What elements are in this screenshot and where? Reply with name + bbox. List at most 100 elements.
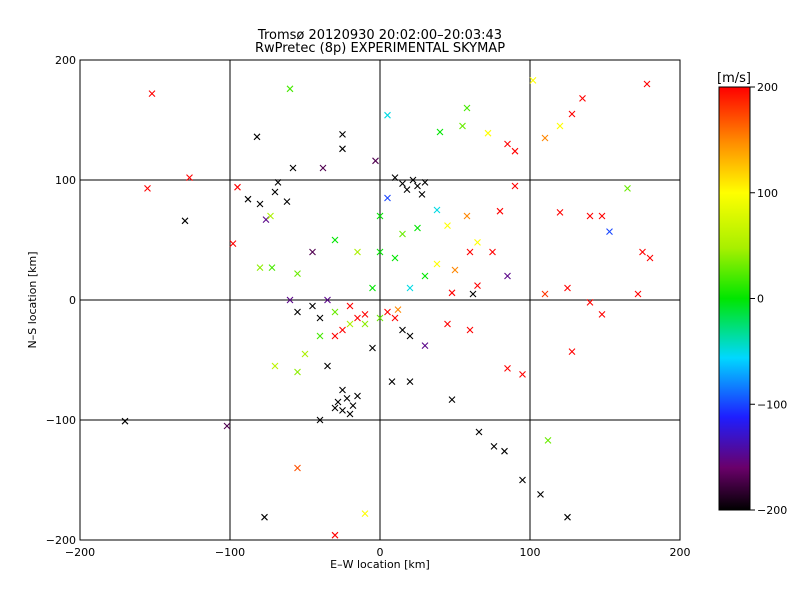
data-point — [451, 266, 459, 274]
data-point — [406, 284, 414, 292]
data-point — [376, 248, 384, 256]
data-point — [339, 145, 346, 153]
data-point — [286, 296, 294, 304]
data-point — [556, 209, 564, 216]
y-tick-label: 0 — [69, 294, 76, 307]
data-point — [484, 129, 492, 137]
colorbar-tick-label: 200 — [757, 81, 778, 94]
data-point — [294, 270, 301, 277]
data-point — [568, 110, 576, 118]
colorbar: [m/s] 200 100 0 −100 −200 — [717, 71, 787, 517]
data-point — [403, 186, 411, 193]
data-point — [556, 122, 564, 130]
data-point — [354, 314, 361, 322]
data-point — [339, 326, 346, 334]
data-point — [181, 217, 189, 225]
y-axis-ticks: −200 −100 0 100 200 — [46, 54, 76, 547]
data-point — [634, 290, 642, 298]
y-tick-label: 100 — [55, 174, 76, 187]
data-point — [409, 176, 417, 184]
data-point — [384, 308, 391, 316]
data-point — [646, 254, 654, 262]
data-point — [564, 513, 571, 521]
data-point — [444, 222, 451, 229]
data-point — [639, 248, 646, 256]
data-point — [448, 289, 456, 297]
colorbar-label: [m/s] — [717, 71, 751, 86]
data-point — [267, 212, 274, 220]
data-point — [406, 378, 414, 385]
data-point — [564, 284, 571, 292]
data-point — [186, 174, 193, 181]
data-point — [331, 236, 339, 244]
data-point — [433, 260, 441, 268]
data-point — [354, 248, 361, 256]
data-point — [466, 326, 474, 334]
data-point — [261, 513, 268, 521]
x-tick-label: 0 — [377, 546, 384, 559]
data-point — [343, 395, 351, 402]
data-point — [544, 437, 552, 444]
data-point — [271, 362, 279, 370]
data-point — [121, 417, 129, 425]
data-point — [448, 396, 456, 403]
data-point — [489, 248, 496, 256]
y-tick-label: −200 — [46, 534, 76, 547]
data-point — [406, 332, 414, 340]
data-point — [421, 272, 429, 280]
data-point — [339, 131, 346, 138]
data-point — [349, 402, 357, 409]
colorbar-tick-label: 0 — [757, 293, 764, 306]
data-point — [391, 174, 399, 181]
colorbar-tick-label: −200 — [757, 504, 787, 517]
data-point — [271, 188, 279, 196]
data-point — [384, 194, 391, 202]
data-point — [606, 228, 613, 235]
data-point — [463, 104, 471, 112]
data-point — [286, 85, 294, 93]
data-point — [504, 365, 511, 372]
data-point — [433, 206, 441, 214]
data-point — [256, 264, 264, 271]
data-point — [294, 464, 301, 472]
data-point — [490, 443, 498, 450]
data-point — [414, 182, 421, 190]
data-point — [541, 134, 549, 142]
data-point — [316, 314, 324, 322]
data-point — [294, 308, 301, 316]
data-point — [421, 179, 429, 186]
data-point — [643, 80, 651, 88]
data-point — [568, 348, 576, 355]
data-point — [469, 290, 477, 298]
data-point — [391, 254, 399, 262]
data-point — [475, 428, 483, 436]
data-point — [346, 410, 354, 418]
chart-subtitle: RwPretec (8p) EXPERIMENTAL SKYMAP — [255, 41, 505, 56]
data-point — [369, 284, 376, 292]
data-point — [262, 216, 270, 223]
data-point — [598, 212, 606, 220]
data-point — [496, 207, 504, 215]
y-tick-label: 200 — [55, 54, 76, 67]
y-axis-label: N–S location [km] — [26, 251, 39, 348]
x-tick-label: 200 — [670, 546, 691, 559]
data-point — [394, 306, 402, 313]
data-point — [376, 314, 384, 322]
data-point — [519, 476, 526, 484]
data-point — [504, 272, 511, 280]
data-point — [391, 314, 399, 322]
plot-area: −200 −100 0 100 200 −200 −100 0 100 200 — [46, 54, 691, 559]
data-point — [421, 342, 429, 349]
data-point — [541, 290, 549, 298]
data-point — [301, 350, 309, 358]
data-point — [334, 398, 342, 406]
data-point — [229, 240, 237, 247]
data-point — [223, 422, 231, 430]
data-point — [372, 157, 379, 165]
data-point — [339, 386, 346, 394]
data-point — [511, 147, 519, 155]
data-point — [361, 311, 369, 318]
data-point — [316, 416, 324, 424]
data-point — [331, 332, 339, 340]
